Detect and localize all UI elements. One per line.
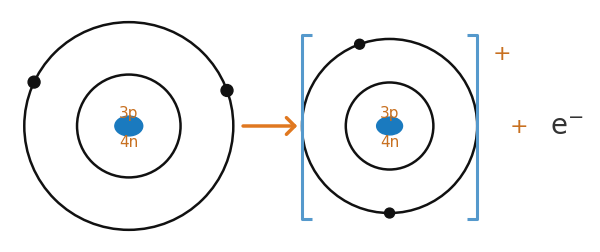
Text: +: + (493, 44, 512, 64)
Circle shape (28, 77, 40, 89)
Text: 3p: 3p (119, 105, 139, 120)
Ellipse shape (377, 118, 403, 135)
Circle shape (385, 208, 395, 218)
Ellipse shape (115, 117, 143, 136)
Text: 4n: 4n (119, 135, 139, 150)
Text: +: + (509, 116, 528, 136)
Circle shape (221, 85, 233, 97)
Circle shape (355, 40, 365, 50)
Text: e$^{-}$: e$^{-}$ (550, 113, 584, 140)
Text: 3p: 3p (380, 105, 400, 120)
Text: 4n: 4n (380, 135, 399, 150)
